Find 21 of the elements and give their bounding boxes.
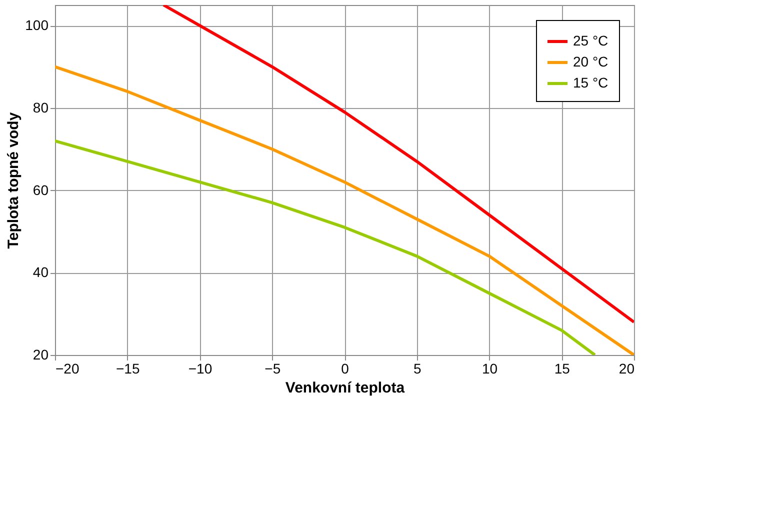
line-series bbox=[55, 139, 596, 355]
x-axis-title: Venkovní teplota bbox=[285, 380, 406, 396]
x-tick-label: −20 bbox=[56, 360, 80, 376]
x-tick-label: −5 bbox=[264, 360, 281, 376]
y-tick-label: 60 bbox=[32, 182, 49, 198]
x-tick-label: 0 bbox=[341, 360, 350, 376]
line-series bbox=[162, 5, 634, 324]
y-tick-label: 80 bbox=[32, 99, 49, 116]
x-tick-label: 10 bbox=[482, 360, 498, 376]
x-tick-label: 20 bbox=[618, 360, 635, 376]
x-tick-label: −10 bbox=[188, 360, 212, 376]
y-tick-label: 100 bbox=[25, 17, 49, 34]
y-tick-label: 20 bbox=[32, 346, 49, 362]
x-tick-label: 5 bbox=[413, 360, 422, 376]
x-tick-label: −15 bbox=[116, 360, 140, 376]
legend-label: 25 °C bbox=[573, 32, 608, 48]
y-axis-title: Teplota topné vody bbox=[5, 112, 22, 249]
y-tick-label: 40 bbox=[32, 264, 49, 280]
x-tick-label: 15 bbox=[554, 360, 570, 376]
legend-label: 20 °C bbox=[573, 54, 608, 70]
legend-label: 15 °C bbox=[573, 74, 608, 90]
